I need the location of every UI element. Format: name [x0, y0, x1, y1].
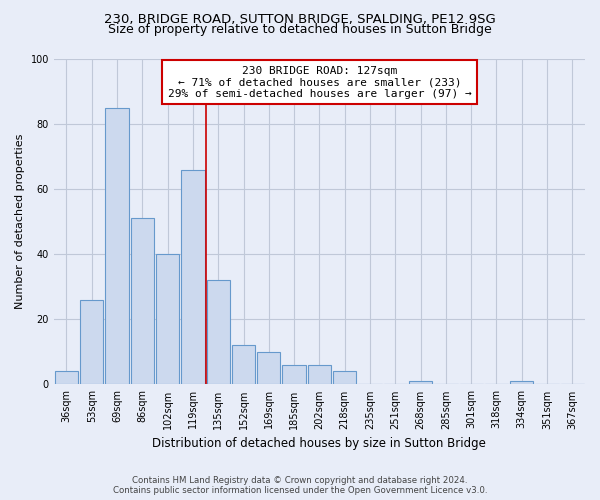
Bar — [333, 372, 356, 384]
Bar — [181, 170, 205, 384]
Bar — [156, 254, 179, 384]
Bar — [257, 352, 280, 384]
Text: Contains HM Land Registry data © Crown copyright and database right 2024.
Contai: Contains HM Land Registry data © Crown c… — [113, 476, 487, 495]
Bar — [206, 280, 230, 384]
X-axis label: Distribution of detached houses by size in Sutton Bridge: Distribution of detached houses by size … — [152, 437, 487, 450]
Y-axis label: Number of detached properties: Number of detached properties — [15, 134, 25, 310]
Text: 230, BRIDGE ROAD, SUTTON BRIDGE, SPALDING, PE12 9SG: 230, BRIDGE ROAD, SUTTON BRIDGE, SPALDIN… — [104, 12, 496, 26]
Bar — [232, 346, 255, 385]
Bar — [106, 108, 128, 384]
Bar — [131, 218, 154, 384]
Bar — [80, 300, 103, 384]
Bar — [409, 381, 432, 384]
Bar — [510, 381, 533, 384]
Bar — [55, 372, 78, 384]
Text: Size of property relative to detached houses in Sutton Bridge: Size of property relative to detached ho… — [108, 22, 492, 36]
Bar — [283, 365, 306, 384]
Bar — [308, 365, 331, 384]
Text: 230 BRIDGE ROAD: 127sqm
← 71% of detached houses are smaller (233)
29% of semi-d: 230 BRIDGE ROAD: 127sqm ← 71% of detache… — [167, 66, 471, 98]
